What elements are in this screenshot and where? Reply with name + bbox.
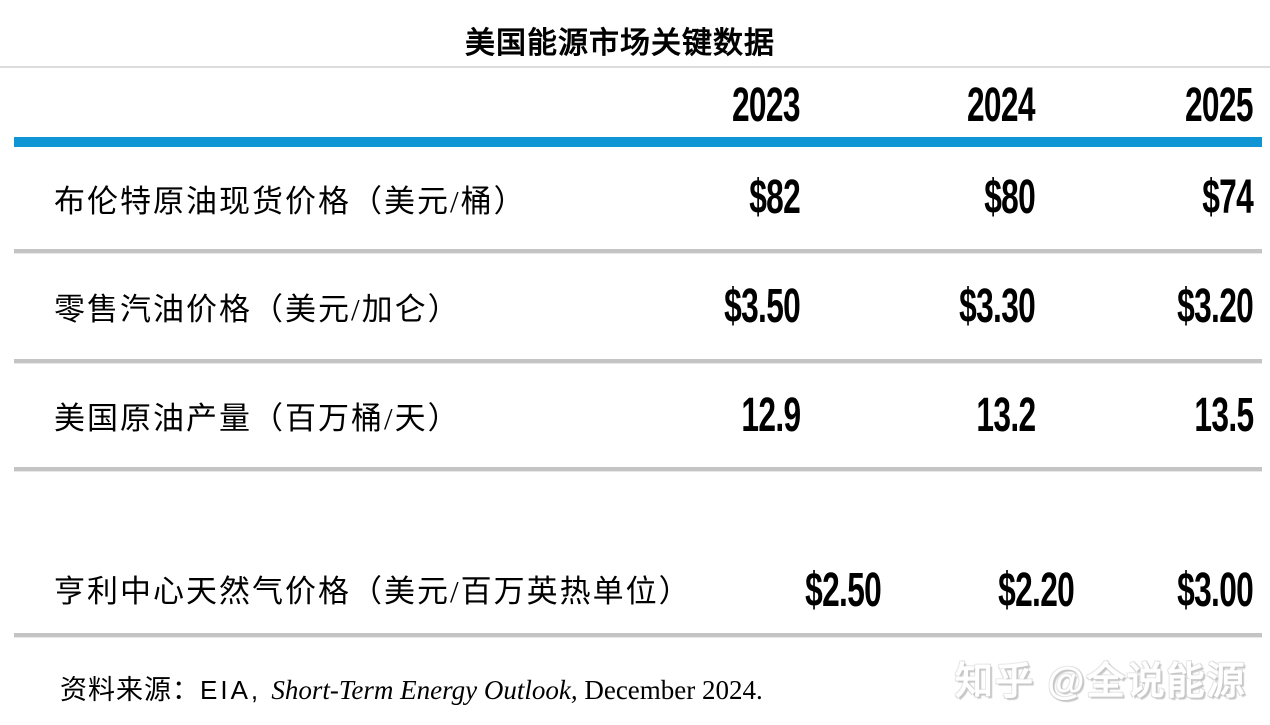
row-divider — [14, 467, 1262, 472]
row-label-henry-hub-gas: 亨利中心天然气价格（美元/百万英热单位） — [54, 574, 692, 609]
row-label-retail-gasoline: 零售汽油价格（美元/加仑） — [54, 292, 461, 327]
energy-data-table: 2023 2024 2025 布伦特原油现货价格（美元/桶） $82 $80 $… — [14, 68, 1262, 638]
cell-gasoline-2023: $3.50 — [724, 279, 801, 333]
cell-gas-2025: $3.00 — [1177, 564, 1254, 617]
cell-gasoline-2025: $3.20 — [1177, 279, 1254, 333]
row-divider — [14, 249, 1262, 254]
table-row-brent-crude: 布伦特原油现货价格（美元/桶） $82 $80 $74 — [14, 147, 1262, 249]
cell-gas-2024: $2.20 — [997, 564, 1075, 617]
cell-gas-2023: $2.50 — [804, 564, 882, 617]
cell-brent-2023: $82 — [749, 171, 801, 224]
cell-brent-2024: $80 — [984, 171, 1036, 224]
title-divider-line — [0, 66, 1270, 68]
source-date: December 2024. — [577, 675, 763, 705]
column-header-2024: 2024 — [800, 78, 1035, 137]
source-organization: EIA, — [200, 675, 272, 705]
row-label-brent-crude: 布伦特原油现货价格（美元/桶） — [54, 183, 527, 219]
column-header-2023: 2023 — [570, 78, 800, 137]
cell-gasoline-2024: $3.30 — [959, 279, 1036, 333]
table-header-row: 2023 2024 2025 — [14, 68, 1262, 137]
zhihu-watermark: 知乎 @全说能源 — [955, 661, 1247, 703]
column-header-2024-label: 2024 — [967, 78, 1035, 132]
cell-production-2024: 13.2 — [975, 388, 1036, 442]
cell-brent-2025: $74 — [1202, 171, 1254, 224]
cell-production-2023: 12.9 — [740, 388, 801, 442]
header-accent-bar — [14, 137, 1262, 147]
table-row-retail-gasoline: 零售汽油价格（美元/加仑） $3.50 $3.30 $3.20 — [14, 254, 1262, 359]
source-publication-title: Short-Term Energy Outlook, — [271, 675, 578, 705]
source-prefix: 资料来源： — [60, 675, 200, 705]
column-header-2025-label: 2025 — [1185, 78, 1253, 132]
column-header-2023-label: 2023 — [732, 78, 800, 132]
row-divider — [14, 633, 1262, 638]
column-header-2025: 2025 — [1035, 78, 1253, 137]
row-label-us-crude-production: 美国原油产量（百万桶/天） — [54, 401, 461, 436]
row-divider — [14, 359, 1262, 364]
table-row-us-crude-production: 美国原油产量（百万桶/天） 12.9 13.2 13.5 — [14, 364, 1262, 467]
source-note: 资料来源：EIA, Short-Term Energy Outlook, Dec… — [60, 668, 763, 707]
table-row-henry-hub-gas: 亨利中心天然气价格（美元/百万英热单位） $2.50 $2.20 $3.00 — [14, 472, 1262, 633]
page-title: 美国能源市场关键数据 — [465, 27, 775, 60]
cell-production-2025: 13.5 — [1193, 388, 1254, 442]
